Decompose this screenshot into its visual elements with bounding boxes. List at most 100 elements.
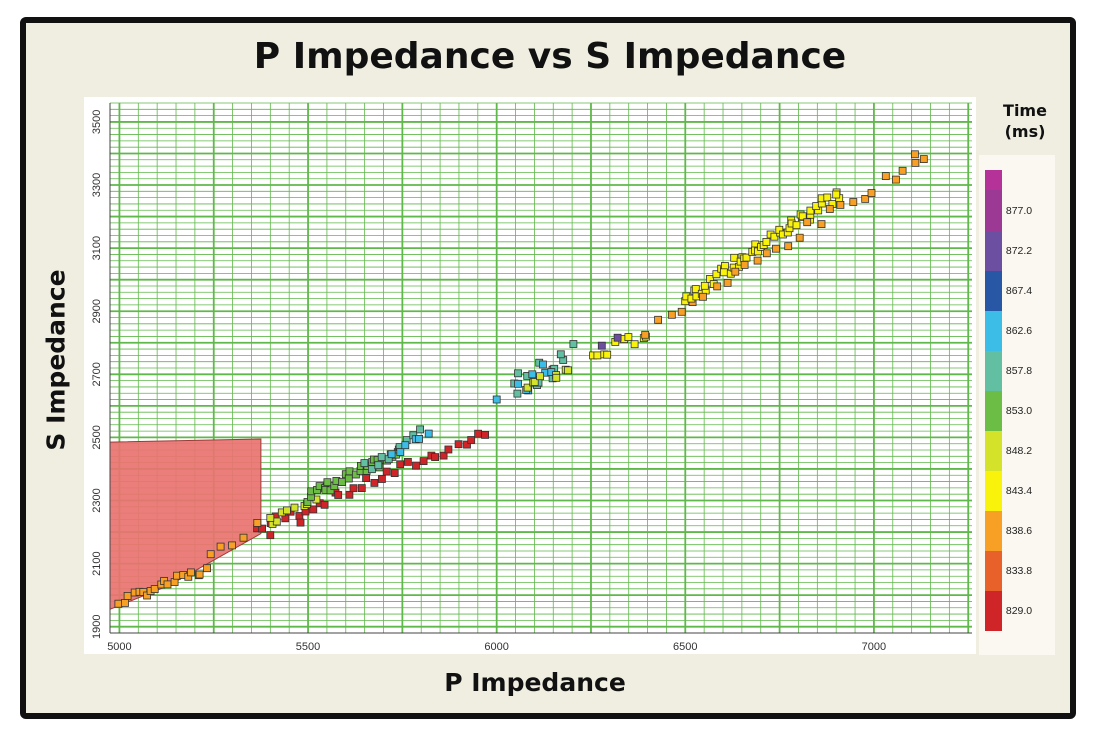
legend-label: 853.0	[1006, 405, 1032, 417]
data-point	[569, 340, 578, 348]
data-point	[444, 445, 453, 454]
legend-swatch	[985, 350, 1002, 391]
data-point	[513, 389, 522, 398]
data-point	[463, 440, 471, 449]
legend-swatch	[985, 270, 1002, 311]
data-point	[817, 220, 826, 229]
data-point	[123, 592, 132, 600]
data-point	[416, 425, 425, 434]
data-point	[439, 451, 448, 460]
data-point	[720, 268, 728, 277]
legend-swatch	[985, 590, 1002, 631]
data-point	[536, 372, 544, 381]
x-tick-label: 6500	[673, 641, 697, 653]
data-point	[431, 453, 440, 462]
x-tick-label: 5500	[296, 641, 320, 653]
data-point	[770, 232, 779, 241]
legend-label: 843.4	[1006, 485, 1032, 497]
data-point	[919, 155, 928, 164]
data-point	[396, 460, 405, 469]
data-point	[730, 253, 739, 262]
data-point	[390, 469, 399, 478]
data-point	[667, 310, 676, 319]
data-point	[424, 429, 433, 438]
legend-swatch	[985, 230, 1002, 271]
data-point	[832, 190, 841, 199]
data-point	[911, 158, 920, 167]
y-tick-label: 2700	[91, 362, 103, 386]
data-point	[266, 531, 275, 540]
data-point	[387, 450, 396, 459]
data-point	[357, 484, 366, 493]
data-point	[654, 315, 662, 324]
data-point	[338, 478, 346, 487]
legend-title-line1: Time	[1003, 101, 1047, 120]
data-point	[415, 434, 424, 443]
data-point	[723, 278, 732, 287]
data-point	[323, 478, 332, 487]
legend-label: 857.8	[1006, 365, 1032, 377]
legend-label: 829.0	[1006, 605, 1032, 617]
legend-swatch-top	[985, 170, 1002, 191]
data-point	[334, 491, 343, 499]
data-point	[514, 379, 522, 388]
y-tick-label: 2300	[91, 488, 103, 512]
chart-title: P Impedance vs S Impedance	[253, 36, 847, 77]
legend-swatch	[985, 390, 1002, 431]
y-tick-label: 3100	[91, 236, 103, 260]
legend-label: 833.8	[1006, 565, 1032, 577]
data-point	[121, 599, 129, 607]
legend-swatch	[985, 430, 1002, 471]
data-point	[700, 281, 709, 290]
data-point	[344, 474, 353, 483]
data-point	[377, 453, 386, 462]
data-point	[349, 484, 358, 493]
data-point	[552, 373, 561, 382]
data-point	[320, 500, 329, 509]
y-tick-label: 2900	[91, 299, 103, 323]
data-point	[849, 198, 858, 206]
data-point	[731, 267, 740, 276]
data-point	[740, 260, 749, 269]
axes: 5000 5500 6000 6500 7000 1900 2100 2300 2500 2700…	[91, 103, 972, 653]
data-point	[186, 568, 195, 577]
data-point	[382, 467, 391, 476]
legend-swatch	[985, 550, 1002, 591]
data-point	[396, 448, 405, 456]
y-tick-label: 3300	[91, 173, 103, 197]
data-point	[492, 395, 501, 404]
data-point	[377, 475, 386, 483]
y-tick-label: 2100	[91, 551, 103, 575]
data-point	[753, 256, 762, 265]
legend-swatch	[985, 510, 1002, 551]
legend-label: 872.2	[1006, 245, 1032, 257]
data-point	[772, 244, 780, 253]
data-point	[792, 221, 801, 230]
data-point	[624, 333, 633, 342]
data-point	[823, 193, 832, 202]
data-points	[114, 150, 928, 608]
legend-swatch	[985, 310, 1002, 351]
data-point	[239, 533, 248, 542]
data-point	[206, 550, 215, 559]
x-axis-title: P Impedance	[444, 668, 626, 697]
data-point	[514, 369, 522, 378]
data-point	[556, 350, 565, 359]
legend-title: Time (ms)	[985, 100, 1065, 142]
data-point	[203, 564, 212, 573]
data-point	[290, 503, 299, 512]
data-point	[892, 175, 900, 184]
y-tick-label: 1900	[91, 614, 103, 638]
data-point	[345, 490, 354, 499]
data-point	[370, 478, 379, 487]
data-point	[419, 457, 428, 466]
data-point	[699, 292, 707, 301]
data-point	[539, 360, 547, 369]
y-tick-label: 2500	[91, 425, 103, 449]
data-point	[528, 370, 537, 379]
data-point	[762, 237, 771, 246]
data-point	[216, 542, 225, 551]
legend-label: 862.6	[1006, 325, 1032, 337]
data-point	[641, 330, 650, 339]
